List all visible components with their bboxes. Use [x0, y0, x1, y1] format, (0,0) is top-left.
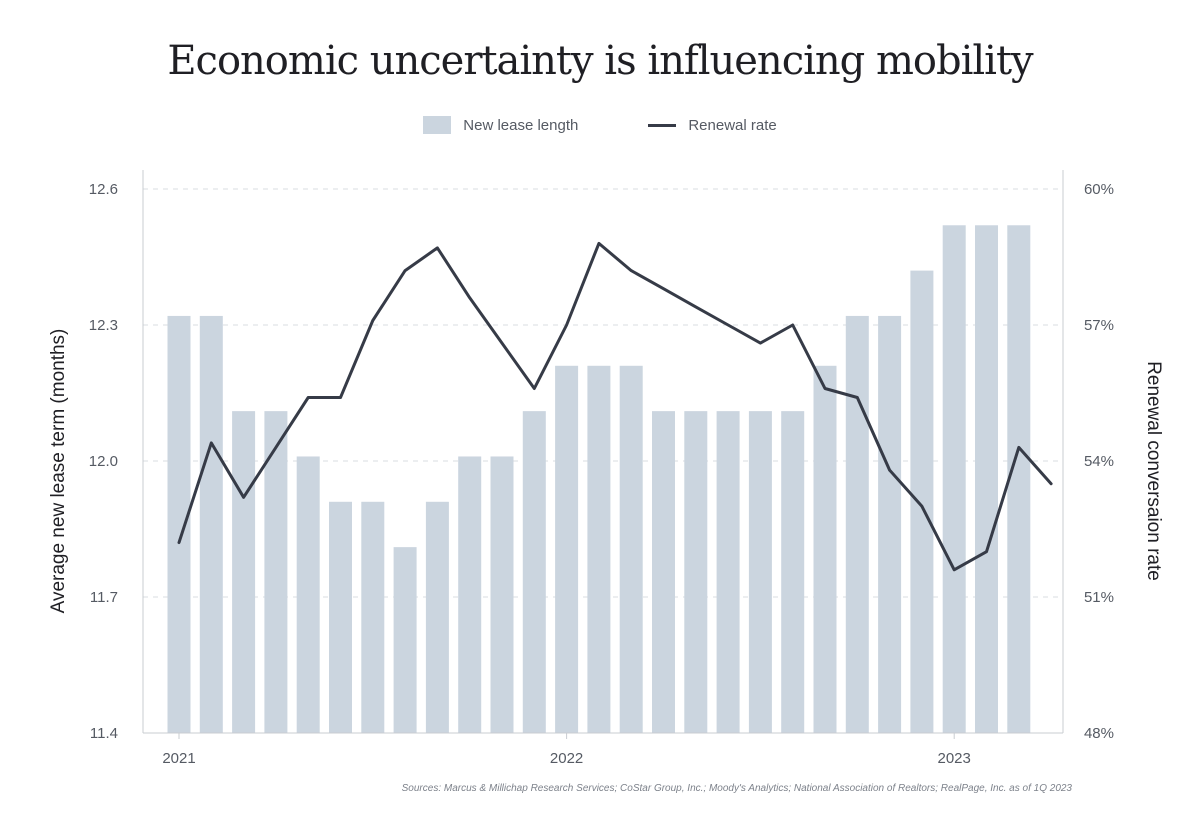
y-tick-label: 12.0 — [89, 453, 118, 470]
y-right-tick-label: 54% — [1084, 453, 1114, 470]
y-right-tick-label: 51% — [1084, 589, 1114, 606]
bar — [555, 365, 579, 733]
y-right-tick-label: 60% — [1084, 181, 1114, 198]
legend-bar-label: New lease length — [463, 116, 579, 134]
renewal-rate-line — [177, 241, 1053, 572]
bar — [878, 315, 902, 733]
bar — [716, 411, 740, 733]
bar — [845, 315, 869, 733]
bar — [684, 411, 708, 733]
bar — [1007, 225, 1031, 733]
bar — [652, 411, 675, 733]
bar — [232, 411, 256, 733]
bar — [296, 456, 320, 733]
legend-line-swatch — [648, 123, 677, 127]
bar — [619, 365, 643, 733]
x-tick-label: 2021 — [162, 750, 195, 767]
x-tick-label: 2022 — [550, 750, 583, 767]
x-tick-label: 2023 — [938, 750, 971, 767]
chart-legend: New lease length Renewal rate — [0, 116, 1200, 134]
y-tick-label: 12.3 — [89, 317, 118, 334]
bar — [393, 547, 417, 733]
y-tick-label: 11.4 — [90, 725, 118, 742]
bar — [942, 225, 966, 733]
bar — [975, 225, 998, 733]
source-note: Sources: Marcus & Millichap Research Ser… — [401, 783, 1072, 794]
y-axis-title: Average new lease term (months) — [48, 329, 69, 614]
y-right-tick-label: 48% — [1084, 725, 1114, 742]
legend-item-line: Renewal rate — [648, 116, 777, 134]
y-tick-label: 11.7 — [90, 589, 118, 606]
bar — [748, 411, 772, 733]
y-right-tick-label: 57% — [1084, 317, 1114, 334]
bar — [361, 501, 385, 733]
bar — [910, 270, 934, 733]
y-tick-label: 12.6 — [89, 181, 118, 198]
legend-item-bars: New lease length — [423, 116, 578, 134]
bar — [329, 501, 352, 733]
bar — [425, 501, 449, 733]
bar — [458, 456, 482, 733]
bar — [264, 411, 288, 733]
bar — [587, 365, 611, 733]
y-right-axis-title: Renewal conversaion rate — [1143, 361, 1164, 581]
bar — [199, 315, 223, 733]
bar — [522, 411, 546, 733]
legend-bar-swatch — [423, 116, 452, 134]
bar — [813, 365, 837, 733]
bar — [167, 315, 191, 733]
chart-title: Economic uncertainty is influencing mobi… — [167, 38, 1033, 84]
legend-line-label: Renewal rate — [688, 116, 777, 134]
bar — [490, 456, 514, 733]
bar — [781, 411, 805, 733]
